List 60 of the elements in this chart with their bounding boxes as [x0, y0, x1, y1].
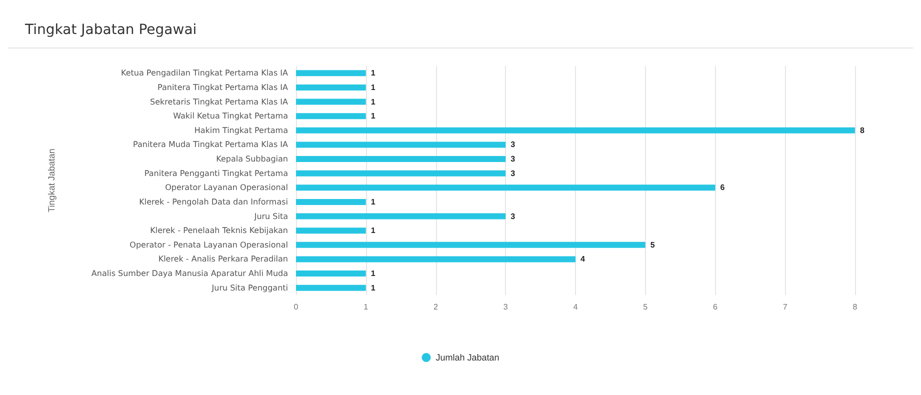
x-tick-label: 7: [782, 302, 788, 312]
bar: [296, 184, 716, 191]
data-label: 8: [860, 126, 865, 135]
y-tick-label: Operator - Penata Layanan Operasional: [130, 240, 288, 250]
data-label: 1: [370, 197, 376, 206]
y-tick-label: Analis Sumber Daya Manusia Aparatur Ahli Muda: [91, 269, 288, 278]
bar: [296, 198, 366, 205]
bar: [296, 142, 506, 148]
bar: [296, 284, 366, 291]
legend-label: Jumlah Jabatan: [436, 352, 500, 362]
bar: [296, 170, 506, 176]
data-label: 1: [370, 82, 376, 92]
x-tick-label: 3: [503, 302, 508, 312]
x-tick-label: 1: [364, 302, 369, 312]
data-label: 1: [370, 97, 376, 106]
y-tick-label: Juru Sita: [253, 212, 288, 221]
data-label: 5: [650, 240, 656, 250]
data-label: 1: [370, 226, 376, 236]
bar: [296, 256, 576, 262]
data-label: 1: [370, 112, 376, 121]
bar: [296, 270, 366, 277]
bar: [296, 84, 366, 90]
y-tick-label: Sekretaris Tingkat Pertama Klas IA: [150, 97, 289, 106]
y-tick-label: Klerek - Pengolah Data dan Informasi: [139, 197, 288, 206]
data-label: 1: [370, 269, 376, 278]
text: Tingkat Jabatan Pegawai: [24, 22, 197, 38]
bar: [296, 242, 646, 248]
bar: [296, 213, 506, 220]
y-tick-label: Juru Sita Pengganti: [210, 283, 288, 292]
data-label: 3: [510, 154, 516, 164]
y-tick-label: Panitera Muda Tingkat Pertama Klas IA: [133, 140, 289, 150]
data-label: 3: [510, 168, 516, 178]
data-label: 1: [370, 283, 376, 292]
y-tick-label: Wakil Ketua Tingkat Pertama: [173, 112, 288, 121]
data-label: 1: [370, 68, 376, 78]
y-tick-label: Klerek - Analis Perkara Peradilan: [158, 254, 288, 264]
y-tick-label: Klerek - Penelaah Teknis Kebijakan: [150, 226, 288, 236]
bar: [296, 70, 366, 76]
data-label: 3: [510, 212, 516, 221]
x-tick-label: 8: [852, 302, 858, 312]
x-tick-label: 0: [294, 302, 299, 312]
x-tick-label: 2: [434, 302, 439, 312]
y-tick-label: Panitera Pengganti Tingkat Pertama: [144, 168, 288, 178]
bar: [296, 127, 855, 134]
bar: [296, 228, 366, 234]
y-tick-label: Hakim Tingkat Pertama: [194, 126, 288, 135]
data-label: 6: [720, 183, 726, 192]
bar: [296, 156, 506, 162]
bar: [296, 98, 366, 105]
bar: [296, 113, 366, 120]
data-label: 4: [580, 254, 586, 264]
y-tick-label: Ketua Pengadilan Tingkat Pertama Klas IA: [121, 68, 289, 78]
data-label: 3: [510, 140, 516, 150]
x-tick-label: 6: [713, 302, 718, 312]
y-tick-label: Kepala Subbagian: [216, 154, 288, 164]
y-axis-title: Tingkat Jabatan: [46, 148, 56, 212]
x-tick-label: 5: [643, 302, 648, 312]
y-tick-label: Panitera Tingkat Pertama Klas IA: [158, 82, 289, 92]
y-tick-label: Operator Layanan Operasional: [165, 183, 288, 192]
x-tick-label: 4: [573, 302, 578, 312]
